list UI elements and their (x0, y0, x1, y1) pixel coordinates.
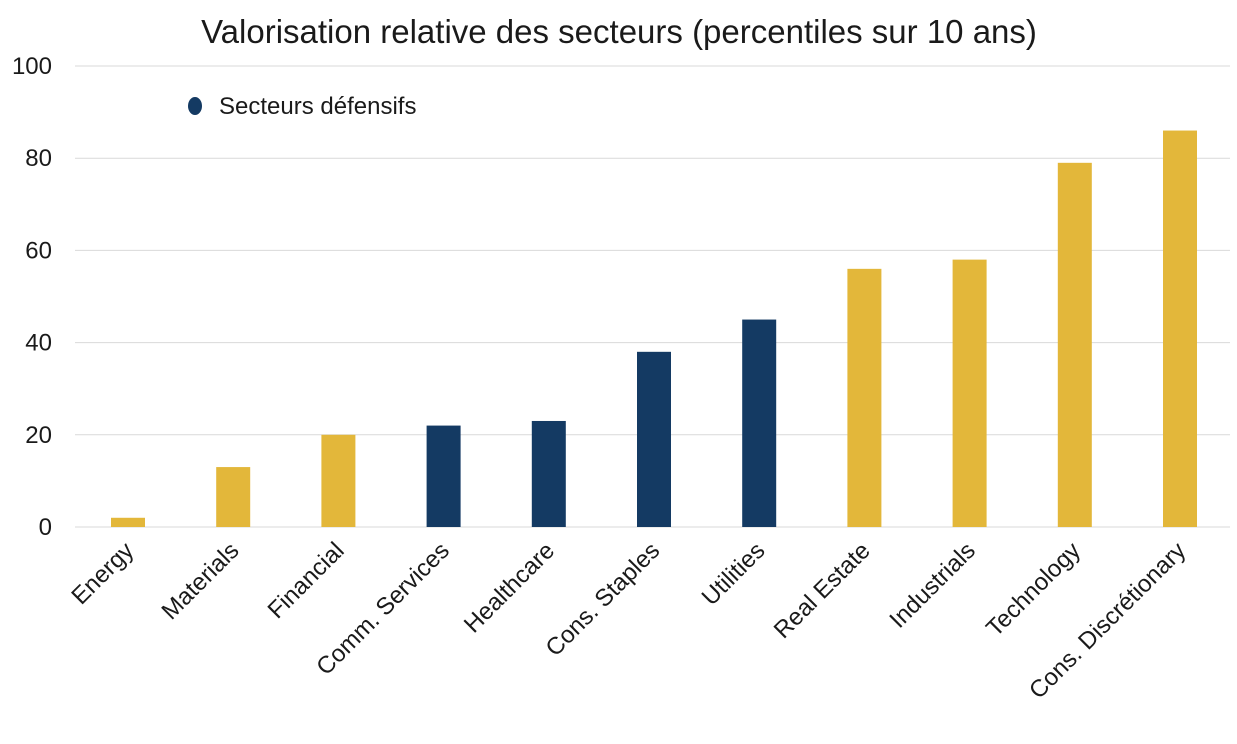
y-tick-label: 60 (25, 237, 52, 264)
bar-industrials (952, 259, 987, 527)
x-category-label: Financial (263, 537, 350, 624)
x-category-label: Technology (981, 537, 1086, 642)
y-tick-label: 40 (25, 330, 52, 357)
legend-label-defensive: Secteurs défensifs (219, 93, 416, 120)
y-tick-label: 20 (25, 422, 52, 449)
x-category-label: Real Estate (769, 537, 876, 644)
y-tick-label: 100 (12, 53, 52, 80)
x-category-label: Industrials (884, 537, 980, 633)
bar-materials (216, 467, 251, 527)
y-tick-label: 0 (39, 514, 52, 541)
y-axis-ticks: 0 20 40 60 80 100 (12, 53, 52, 541)
x-category-label: Materials (157, 537, 245, 625)
legend-marker-defensive (188, 97, 202, 115)
bar-utilities (742, 319, 777, 527)
legend: Secteurs défensifs (188, 93, 416, 120)
bar-comm-services (426, 425, 461, 527)
bars (111, 130, 1197, 528)
chart-title: Valorisation relative des secteurs (perc… (201, 13, 1037, 50)
y-tick-label: 80 (25, 145, 52, 172)
x-category-label: Energy (66, 537, 139, 610)
bar-financial (321, 434, 356, 527)
bar-healthcare (531, 420, 566, 527)
bar-energy (111, 517, 145, 527)
bar-cons-discr-tionary (1163, 130, 1197, 528)
x-category-label: Healthcare (459, 537, 560, 638)
bar-cons-staples (637, 351, 671, 527)
bar-real-estate (847, 268, 882, 527)
bar-technology (1057, 162, 1092, 527)
x-category-label: Utilities (697, 537, 771, 611)
gridlines (75, 65, 1230, 528)
